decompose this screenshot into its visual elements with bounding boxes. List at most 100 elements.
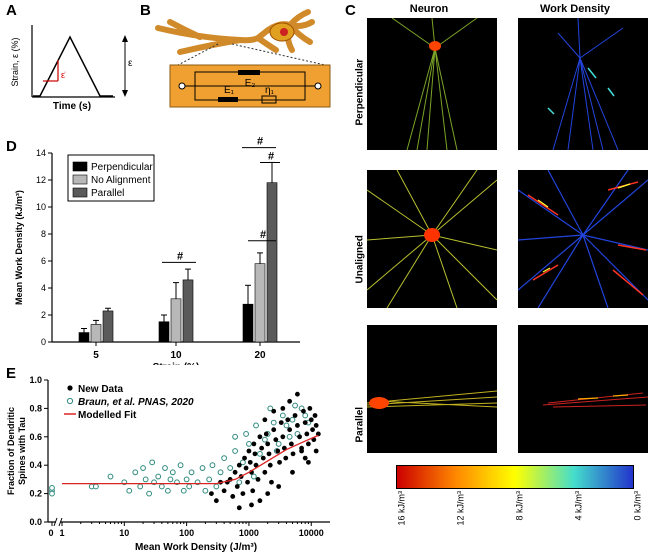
zoom-line-left <box>177 43 219 66</box>
new-data-point <box>234 484 240 489</box>
new-data-point <box>295 423 300 428</box>
y-tick-label: 4 <box>41 283 46 293</box>
model-node-right <box>314 82 322 90</box>
row-label-parallel: Parallel <box>354 406 366 443</box>
new-data-point <box>302 420 308 425</box>
new-data-point <box>242 455 247 461</box>
e2-label: E₂ <box>245 78 256 89</box>
significance-marker: # <box>268 150 274 162</box>
braun-point <box>292 402 298 409</box>
new-data-point <box>276 484 282 489</box>
new-data-point <box>310 427 315 433</box>
colorbar-labels: 16 kJ/m³ 12 kJ/m³ 8 kJ/m³ 4 kJ/m³ 0 kJ/m³ <box>396 491 642 526</box>
bar <box>254 263 266 343</box>
y-tick-label: 6 <box>41 256 46 266</box>
y-tick-label: 12 <box>36 175 46 185</box>
new-data-point <box>232 469 238 475</box>
x-tick-label: 1 <box>59 528 64 538</box>
new-data-point <box>221 488 227 494</box>
new-data-point <box>285 417 291 423</box>
panel-a-ylabel: Strain, ε (%) <box>10 37 20 86</box>
braun-point <box>146 490 153 497</box>
axis-break-gap <box>56 518 60 526</box>
legend-label: Parallel <box>91 188 124 199</box>
new-data-point <box>277 459 282 465</box>
braun-point <box>261 436 268 443</box>
new-data-point <box>280 406 286 411</box>
modelled-fit-line <box>62 434 319 485</box>
braun-point <box>164 487 171 494</box>
braun-point <box>227 465 234 471</box>
neuron-nucleus <box>280 28 288 36</box>
new-data-point <box>305 441 311 447</box>
braun-point <box>49 490 55 497</box>
braun-point <box>162 465 168 471</box>
neuron-image-perpendicular <box>367 18 497 150</box>
braun-point <box>279 412 286 419</box>
new-data-point <box>245 479 250 485</box>
new-data-point <box>287 427 293 433</box>
new-data-point <box>305 459 311 465</box>
braun-point <box>167 476 174 483</box>
panel-letter-c: C <box>345 2 356 19</box>
new-data-point <box>287 398 293 404</box>
bar <box>170 298 182 343</box>
new-data-point <box>236 462 242 468</box>
spring-e2 <box>238 70 260 75</box>
braun-point <box>188 469 195 476</box>
braun-point <box>257 450 263 457</box>
y-axis-label-line1: Fraction of Dendritic <box>6 407 16 495</box>
new-data-point <box>240 491 246 496</box>
eta1-label: η₁ <box>265 85 275 96</box>
legend-label: Modelled Fit <box>78 410 137 421</box>
y-tick-label: 0.2 <box>29 489 42 499</box>
braun-point <box>93 483 99 490</box>
braun-point <box>286 433 293 440</box>
legend-label: New Data <box>78 384 123 395</box>
arrow-down-icon <box>122 90 128 97</box>
new-data-point <box>259 445 265 451</box>
axis-break-mark <box>53 517 58 527</box>
braun-point <box>289 416 296 423</box>
braun-point <box>180 487 187 494</box>
arrow-up-icon <box>122 35 128 42</box>
new-data-point <box>271 427 277 433</box>
new-data-point <box>269 479 274 485</box>
scatter-plot-spines-tau: 0.0 0.2 0.4 0.6 0.8 1.0 1 10 100 1000 10000 0 Fracti… <box>6 375 330 553</box>
braun-point <box>149 459 156 466</box>
axis-break-mark <box>58 517 63 527</box>
new-data-point <box>288 441 294 447</box>
new-data-point <box>255 477 261 482</box>
braun-point <box>236 479 243 486</box>
colorbar-label: 16 kJ/m³ <box>396 491 406 526</box>
braun-point <box>158 483 165 490</box>
y-tick-label: 0.0 <box>29 517 42 527</box>
colorbar-label: 8 kJ/m³ <box>514 491 524 521</box>
row-label-unaligned: Unaligned <box>354 235 366 284</box>
legend-swatch <box>72 187 88 198</box>
new-data-point <box>253 462 259 468</box>
legend-marker-new-data <box>67 385 73 391</box>
neuron-model-schematic: E₂ E₁ η₁ <box>155 9 331 108</box>
x-tick-label: 1000 <box>239 528 259 538</box>
work-density-image-unaligned <box>518 170 648 308</box>
new-data-point <box>250 488 256 494</box>
colorbar-label: 0 kJ/m³ <box>632 491 642 521</box>
significance-marker: # <box>257 136 263 148</box>
new-data-point <box>301 408 306 414</box>
braun-point <box>217 469 224 476</box>
braun-point <box>132 469 139 476</box>
legend-label: Perpendicular <box>91 162 153 173</box>
bar <box>158 321 170 343</box>
col-header-work-density: Work Density <box>539 3 611 15</box>
new-data-point <box>290 469 295 475</box>
y-tick-label: 10 <box>36 202 46 212</box>
braun-point <box>49 485 55 491</box>
panel-letter-b: B <box>140 2 151 19</box>
new-data-point <box>260 455 266 461</box>
new-data-point <box>230 494 236 499</box>
bar <box>266 182 278 343</box>
colorbar-label: 12 kJ/m³ <box>455 491 465 526</box>
braun-point <box>275 441 282 447</box>
new-data-point <box>263 431 269 437</box>
